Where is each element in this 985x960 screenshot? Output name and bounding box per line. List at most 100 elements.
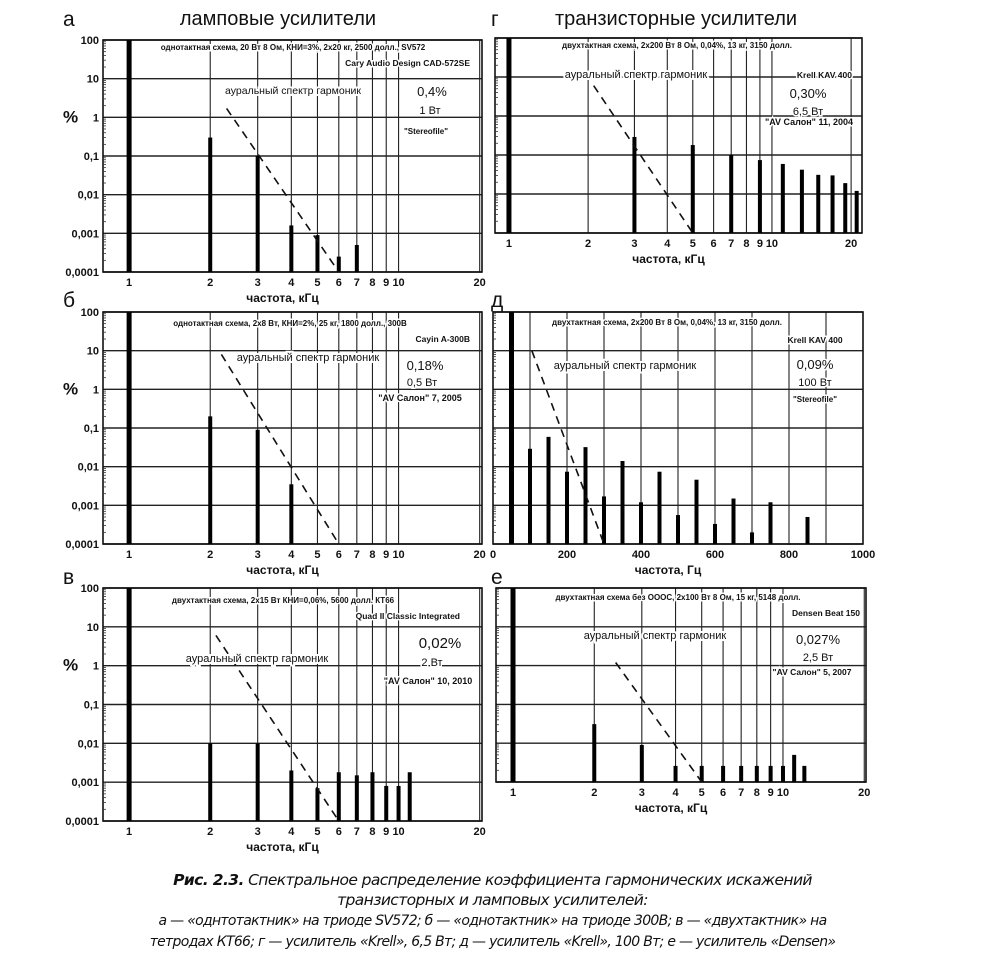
annotation-power: 0,5 Вт (407, 377, 437, 389)
harmonic-bar (721, 765, 726, 782)
harmonic-bar (843, 183, 848, 233)
aural-spectrum-label: ауральный спектр гармоник (565, 69, 708, 81)
harmonic-bar (602, 496, 606, 544)
y-tick-label: 1 (93, 384, 99, 396)
chart-panel-б: однотактная схема, 2х8 Вт, КНИ=2%, 25 кг… (63, 289, 486, 577)
x-tick-label: 6 (336, 277, 342, 289)
harmonic-bar (289, 484, 294, 544)
harmonic-bar (639, 502, 643, 544)
x-axis-label: частота, Гц (635, 563, 702, 577)
harmonic-bar (592, 724, 597, 782)
chart-panel-е: двухтактная схема без ОООС, 2х100 Вт 8 О… (491, 566, 870, 815)
x-tick-label: 5 (690, 238, 696, 250)
x-tick-label: 4 (288, 826, 295, 838)
y-tick-label: 0,01 (78, 462, 99, 474)
chart-panel-г: двухтактная схема, 2х200 Вт 8 Ом, 0,04%,… (491, 8, 863, 266)
harmonic-bar (510, 588, 516, 782)
annotation-power: 2,5 Вт (803, 652, 833, 664)
annotation-source: "AV Салон" 11, 2004 (765, 117, 853, 127)
x-tick-label: 0 (490, 549, 496, 561)
caption-line-4: тетродах КТ66; г — усилитель «Krell», 6,… (149, 934, 836, 950)
annotation-thd: 0,09% (797, 357, 834, 372)
y-axis-label: % (63, 107, 78, 126)
x-tick-label: 1 (126, 277, 132, 289)
x-tick-label: 7 (354, 549, 360, 561)
x-tick-label: 3 (631, 238, 637, 250)
harmonic-bar (787, 544, 791, 545)
x-tick-label: 6 (711, 238, 717, 250)
x-tick-label: 1 (510, 787, 516, 799)
harmonic-bar (528, 448, 532, 544)
harmonic-bar (336, 256, 341, 272)
harmonic-bar (208, 743, 213, 821)
x-tick-label: 20 (474, 826, 486, 838)
x-tick-label: 2 (207, 277, 213, 289)
annotation-model: Cary Audio Design CAD-572SE (345, 58, 470, 68)
y-tick-label: 10 (87, 346, 99, 358)
aural-spectrum-line (215, 635, 340, 822)
harmonic-bar (729, 155, 734, 233)
annotation-source: "Stereofile" (793, 395, 837, 404)
panel-letter: в (63, 566, 74, 589)
x-tick-label: 5 (699, 787, 705, 799)
y-tick-label: 0,0001 (65, 816, 99, 828)
chart-panel-в: двухтактная схема, 2х15 Вт КНИ=0,06%, 56… (63, 566, 486, 854)
y-tick-label: 10 (87, 622, 99, 634)
harmonic-bar (565, 471, 569, 544)
x-tick-label: 20 (858, 787, 870, 799)
annotation-spec: двухтактная схема, 2х15 Вт КНИ=0,06%, 56… (172, 596, 395, 605)
x-tick-label: 8 (369, 277, 375, 289)
y-tick-label: 100 (81, 307, 99, 319)
harmonic-bar (208, 416, 213, 544)
x-tick-label: 3 (255, 277, 261, 289)
annotation-thd: 0,30% (790, 86, 827, 101)
annotation-power: 1 Вт (419, 105, 440, 117)
x-axis-label: частота, кГц (632, 252, 705, 266)
annotation-thd: 0,02% (419, 635, 462, 652)
harmonic-bar (384, 785, 389, 821)
harmonic-bar (509, 312, 514, 544)
y-tick-label: 1 (93, 112, 99, 124)
caption-title: Спектральное распределение коэффициента … (248, 871, 812, 889)
harmonic-bar (657, 471, 662, 544)
x-tick-label: 8 (754, 787, 760, 799)
x-axis-label: частота, кГц (246, 563, 319, 577)
x-tick-label: 7 (354, 826, 360, 838)
y-tick-label: 0,0001 (65, 539, 99, 551)
x-tick-label: 600 (706, 549, 724, 561)
harmonic-bar (354, 775, 359, 821)
aural-spectrum-line (220, 353, 340, 545)
harmonic-bar (768, 765, 773, 782)
x-axis-label: частота, кГц (246, 840, 319, 854)
x-tick-label: 7 (738, 787, 744, 799)
harmonic-bar (854, 190, 859, 233)
x-tick-label: 20 (845, 238, 857, 250)
x-tick-label: 200 (558, 549, 576, 561)
x-tick-label: 10 (777, 787, 789, 799)
x-tick-label: 9 (757, 238, 763, 250)
annotation-source: "Stereofile" (404, 127, 448, 136)
harmonic-bar (208, 137, 213, 272)
harmonic-bar (255, 156, 260, 272)
annotation-source: "AV Салон" 5, 2007 (773, 667, 852, 677)
annotation-thd: 0,18% (407, 358, 444, 373)
x-tick-label: 9 (383, 826, 389, 838)
y-tick-label: 0,01 (78, 190, 99, 202)
x-tick-label: 8 (369, 826, 375, 838)
annotation-source: "AV Салон" 7, 2005 (378, 393, 462, 403)
harmonic-bar (739, 765, 744, 782)
harmonic-bar (620, 461, 625, 544)
annotation-model: Krell KAV 400 (787, 335, 842, 345)
x-tick-label: 20 (474, 549, 486, 561)
x-tick-label: 5 (314, 277, 320, 289)
x-tick-label: 9 (383, 277, 389, 289)
caption-label: Рис. 2.3. (173, 871, 244, 889)
x-tick-label: 7 (728, 238, 734, 250)
y-tick-label: 0,001 (71, 500, 99, 512)
annotation-power: 6,5 Вт (793, 106, 823, 118)
right-title: транзисторные усилители (555, 8, 797, 30)
harmonic-bar (289, 225, 294, 272)
caption-line-3: а — «однтотактник» на триоде SV572; б — … (158, 913, 828, 929)
x-tick-label: 2 (207, 826, 213, 838)
